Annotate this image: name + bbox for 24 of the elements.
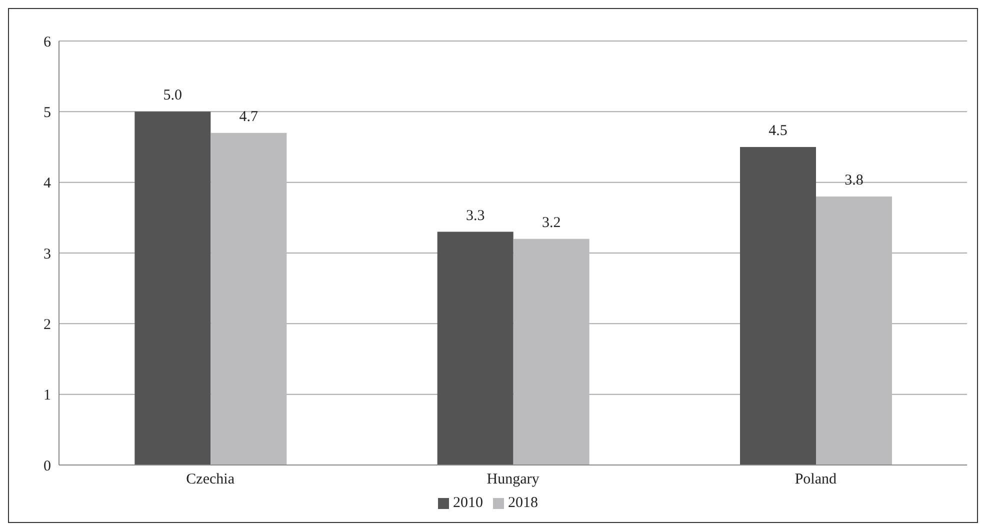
bar [816,196,892,465]
x-tick-label: Hungary [486,472,540,488]
legend-label: 2010 [453,495,483,511]
y-tick-label: 6 [44,34,52,50]
data-label: 3.8 [844,172,864,188]
y-tick-label: 4 [44,176,52,192]
y-tick-label: 1 [44,388,51,404]
bar [210,132,287,465]
y-tick-label: 0 [44,458,51,474]
data-label: 3.3 [466,208,485,224]
bar [437,232,514,465]
y-tick-label: 2 [44,316,51,333]
data-label: 4.7 [239,108,259,125]
bar [134,112,211,465]
y-tick-label: 3 [44,246,51,262]
y-tick-label: 5 [44,104,51,121]
bar [740,147,816,465]
x-tick-label: Poland [794,472,837,488]
bar [513,238,590,465]
data-label: 4.5 [768,123,788,139]
legend-label: 2018 [508,495,538,511]
x-tick-label: Czechia [186,472,235,488]
data-label: 3.2 [542,214,561,231]
data-label: 5.0 [163,88,182,104]
